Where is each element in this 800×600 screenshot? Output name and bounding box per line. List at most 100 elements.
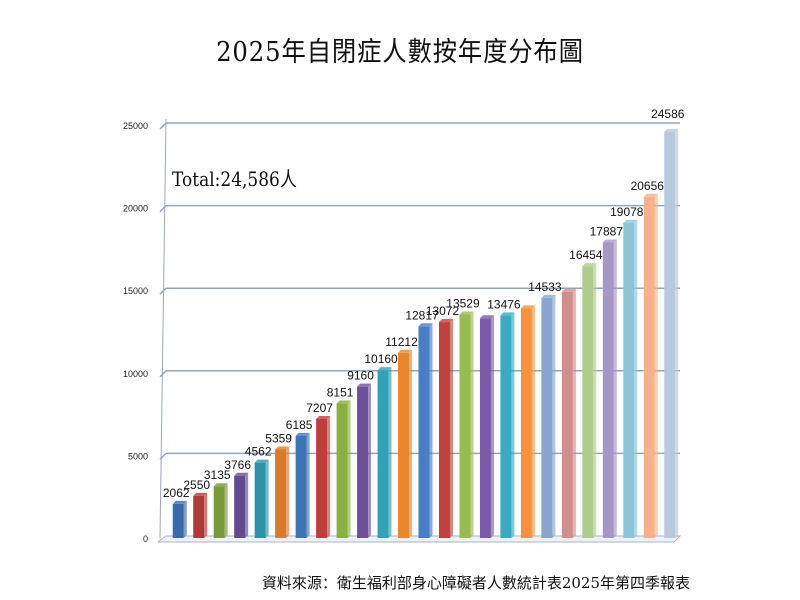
bar-side — [388, 367, 392, 538]
bar-top — [377, 367, 392, 371]
y-tick-label: 10000 — [123, 369, 148, 379]
bar-side — [286, 446, 290, 538]
data-label: 17887 — [590, 225, 624, 239]
data-label: 16454 — [569, 248, 603, 262]
bar — [561, 291, 573, 538]
bar-side — [265, 459, 269, 538]
bar-side — [183, 500, 187, 538]
bar — [336, 403, 348, 538]
bar-top — [357, 383, 372, 387]
bar — [500, 315, 512, 538]
data-label: 14533 — [528, 280, 562, 294]
data-label: 5359 — [265, 431, 292, 445]
bar — [316, 418, 328, 538]
data-label: 13476 — [487, 297, 521, 311]
data-label: 11212 — [385, 335, 418, 349]
bar-side — [511, 312, 515, 538]
bar — [193, 495, 205, 538]
data-label: 2550 — [183, 478, 210, 492]
bar — [541, 297, 553, 538]
y-tick-label: 5000 — [128, 451, 148, 461]
gridline-side — [159, 370, 167, 378]
bar-side — [552, 294, 556, 538]
bar — [479, 318, 491, 538]
bar — [438, 322, 450, 538]
bar — [213, 486, 225, 538]
data-label: 4562 — [245, 445, 272, 459]
data-label: 24586 — [651, 107, 685, 121]
bar-top — [418, 323, 433, 327]
bar-top — [582, 263, 597, 267]
bar-side — [490, 315, 494, 538]
bar-side — [613, 239, 617, 538]
bar-side — [449, 319, 453, 538]
data-label: 13529 — [446, 297, 480, 311]
bar-top — [275, 446, 290, 450]
bar — [275, 449, 287, 538]
data-source-note: 資料來源：衛生福利部身心障礙者人數統計表2025年第四季報表 — [261, 574, 690, 592]
bar — [623, 222, 635, 539]
bar — [398, 352, 410, 538]
gridline-side — [159, 452, 167, 460]
total-annotation: Total:24,586人 — [172, 167, 297, 191]
chart-title: 2025年自閉症人數按年度分布圖 — [216, 37, 584, 68]
bar-top — [254, 459, 269, 463]
bar-side — [204, 492, 208, 538]
bar — [602, 242, 614, 538]
bar-side — [245, 472, 249, 538]
bar-side — [347, 400, 351, 538]
bar-top — [234, 472, 249, 476]
data-label: 10160 — [364, 352, 398, 366]
bar — [459, 314, 471, 538]
bar-side — [572, 288, 576, 538]
data-label: 9160 — [347, 369, 374, 383]
bar-top — [541, 294, 556, 298]
bar-top — [459, 311, 474, 315]
bar-top — [664, 128, 679, 132]
bar-top — [643, 193, 658, 197]
bar-side — [675, 128, 679, 538]
data-label: 19078 — [610, 205, 644, 219]
bar-top — [520, 305, 535, 309]
bar-top — [602, 239, 617, 243]
y-tick-label: 0 — [143, 534, 148, 544]
data-label: 12817 — [405, 308, 439, 322]
bar-side — [409, 349, 413, 538]
gridline-side — [159, 205, 167, 213]
bar-top — [336, 400, 351, 404]
bar-side — [306, 432, 310, 538]
bar-side — [593, 263, 597, 538]
y-tick-label: 20000 — [123, 204, 148, 214]
data-label: 6185 — [286, 418, 313, 432]
data-label: 20656 — [631, 179, 665, 193]
bar — [357, 386, 369, 538]
data-label: 13072 — [426, 304, 460, 318]
bar — [254, 462, 266, 538]
bar-side — [634, 219, 638, 539]
bar-side — [429, 323, 433, 538]
data-label: 3135 — [204, 468, 231, 482]
bar-side — [224, 483, 228, 538]
bar-top — [172, 500, 187, 504]
bar-side — [327, 415, 331, 538]
bar — [418, 326, 430, 538]
data-label: 2062 — [163, 486, 190, 500]
bar-top — [500, 312, 515, 316]
data-label: 8151 — [327, 385, 354, 399]
y-axis-wall — [159, 118, 167, 539]
bar-side — [368, 383, 372, 538]
bar-side — [531, 305, 535, 538]
bar-top — [213, 483, 228, 487]
bar — [172, 503, 184, 538]
bar — [377, 370, 389, 538]
bar-top — [398, 349, 413, 353]
bar — [664, 131, 676, 538]
bar-top — [479, 315, 494, 319]
bar-top — [561, 288, 576, 292]
bar — [295, 435, 307, 538]
bar — [643, 196, 655, 538]
y-tick-label: 25000 — [123, 121, 148, 131]
data-label: 7207 — [306, 401, 333, 415]
gridline-side — [159, 122, 167, 130]
